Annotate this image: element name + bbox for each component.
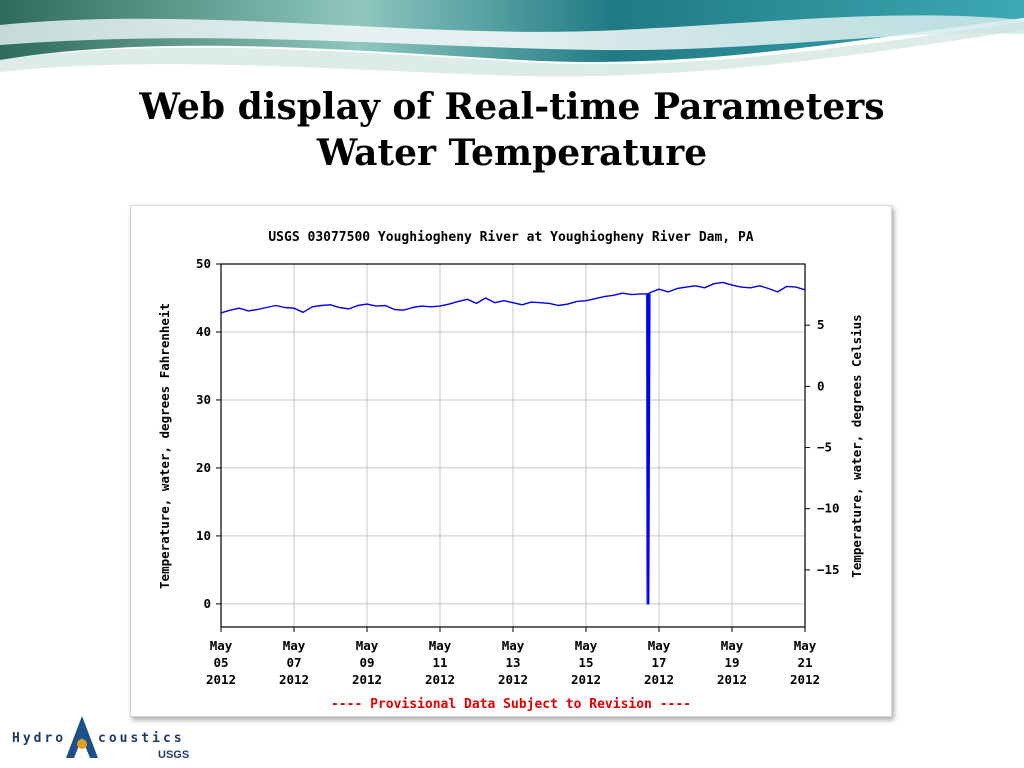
y-tick-label: 0 — [203, 596, 211, 611]
x-tick-label: 2012 — [279, 672, 309, 687]
grid-layer — [220, 263, 806, 627]
x-tick-label: 09 — [359, 655, 374, 670]
y-tick-label: 40 — [196, 324, 211, 339]
logo-text-right: coustics — [98, 731, 185, 746]
slide-title-line-2: Water Temperature — [316, 132, 708, 174]
x-tick-label: May — [356, 638, 379, 653]
x-tick-label: 2012 — [352, 672, 382, 687]
chart-panel: 0 10 20 30 40 50 5 0 −5 −10 −15 May 05 2012 May 07 201… — [130, 205, 892, 717]
x-tick-label: 2012 — [571, 672, 601, 687]
y-right-tick-label: −10 — [817, 501, 840, 516]
y-right-tick-label: 5 — [817, 317, 825, 332]
x-tick-label: 2012 — [206, 672, 236, 687]
x-tick-label: 2012 — [498, 672, 528, 687]
y-tick-label: 50 — [196, 256, 211, 271]
x-tick-label: 21 — [797, 655, 812, 670]
x-tick-label: 2012 — [717, 672, 747, 687]
header-swoosh-banner — [0, 0, 1024, 77]
series-layer — [220, 281, 806, 605]
y-right-tick-layer: 5 0 −5 −10 −15 — [805, 317, 840, 577]
y-tick-label: 20 — [196, 460, 211, 475]
logo-subtext-usgs: USGS — [158, 749, 189, 761]
slide-title: Web display of Real-time Parameters Wate… — [0, 84, 1024, 176]
y-right-tick-label: −5 — [817, 440, 832, 455]
x-tick-label: May — [648, 638, 671, 653]
x-tick-label: May — [283, 638, 306, 653]
x-tick-layer: May 05 2012 May 07 2012 May 09 2012 May 11 2012 May 1… — [206, 627, 820, 687]
x-tick-label: May — [575, 638, 598, 653]
x-tick-label: May — [502, 638, 525, 653]
x-tick-label: 2012 — [790, 672, 820, 687]
slide-title-line-1: Web display of Real-time Parameters — [139, 86, 885, 128]
y-axis-label-right: Temperature, water, degrees Celsius — [849, 314, 864, 577]
x-tick-label: May — [794, 638, 817, 653]
y-tick-label: 30 — [196, 392, 211, 407]
x-tick-label: May — [429, 638, 452, 653]
x-tick-label: 13 — [505, 655, 520, 670]
x-tick-label: 15 — [578, 655, 593, 670]
y-right-tick-label: 0 — [817, 378, 825, 393]
x-tick-label: 2012 — [425, 672, 455, 687]
x-tick-label: 2012 — [644, 672, 674, 687]
x-tick-label: May — [210, 638, 233, 653]
logo-dot-icon — [77, 739, 87, 749]
hydroacoustics-logo: Hydro coustics USGS — [12, 716, 189, 761]
y-tick-layer: 0 10 20 30 40 50 — [196, 256, 221, 611]
provisional-data-note: ---- Provisional Data Subject to Revisio… — [331, 697, 691, 712]
chart-title: USGS 03077500 Youghiogheny River at Youg… — [268, 230, 753, 245]
y-right-tick-label: −15 — [817, 562, 840, 577]
y-axis-label-left: Temperature, water, degrees Fahrenheit — [157, 303, 172, 589]
logo-a-mark-icon — [66, 716, 98, 758]
x-tick-label: 11 — [432, 655, 447, 670]
x-tick-label: 07 — [286, 655, 301, 670]
logo-text-left: Hydro — [12, 731, 66, 746]
x-tick-label: 05 — [213, 655, 228, 670]
y-tick-label: 10 — [196, 528, 211, 543]
x-tick-label: 19 — [724, 655, 739, 670]
x-tick-label: 17 — [651, 655, 666, 670]
x-tick-label: May — [721, 638, 744, 653]
series-line-water-temperature — [220, 281, 806, 605]
